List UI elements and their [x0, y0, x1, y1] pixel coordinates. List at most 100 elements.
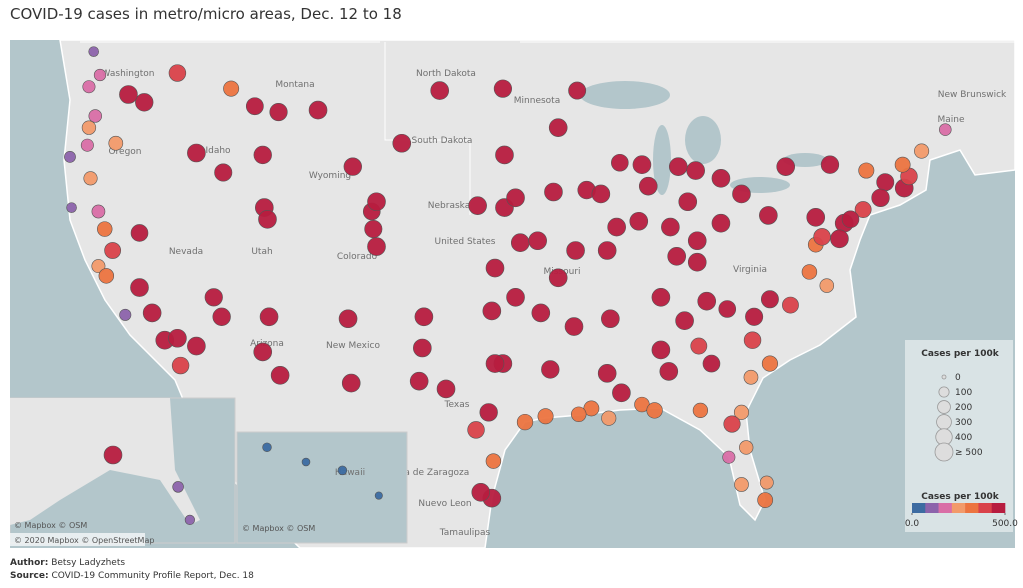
size-legend-label: 100 — [955, 388, 972, 398]
color-legend-swatch — [978, 503, 993, 513]
place-label: Wyoming — [309, 171, 351, 181]
size-legend-circle — [937, 400, 951, 414]
place-label: Utah — [251, 247, 272, 257]
point — [743, 369, 759, 385]
point — [537, 408, 554, 425]
point — [485, 258, 505, 278]
point — [548, 118, 568, 137]
place-label: Nebraska — [428, 201, 470, 211]
point — [212, 307, 231, 326]
great-lakes — [580, 81, 827, 195]
point — [571, 406, 587, 423]
point — [782, 296, 799, 314]
point — [471, 482, 491, 502]
point — [541, 360, 560, 379]
author: Author: Betsy Ladyzhets — [10, 558, 125, 568]
point — [668, 157, 688, 176]
point — [686, 161, 705, 180]
point — [364, 220, 383, 239]
point — [806, 208, 826, 227]
color-legend-swatch — [925, 503, 939, 513]
point — [723, 415, 741, 433]
point — [646, 402, 663, 419]
point — [830, 229, 849, 249]
point — [678, 192, 698, 212]
color-legend-label: 500.0 — [992, 519, 1018, 529]
point — [495, 145, 514, 165]
point — [82, 80, 96, 94]
point — [819, 278, 835, 293]
point — [258, 210, 277, 229]
point — [392, 133, 412, 153]
point — [493, 79, 512, 98]
point — [759, 206, 778, 225]
point — [510, 233, 530, 252]
point — [675, 311, 694, 331]
point — [262, 442, 272, 453]
point — [871, 188, 890, 208]
point — [269, 102, 288, 122]
point — [638, 176, 658, 196]
point — [629, 211, 649, 231]
size-legend-circle — [938, 386, 950, 398]
point — [482, 301, 502, 321]
point — [820, 155, 840, 174]
place-label: Texas — [444, 400, 470, 410]
attribution: © 2020 Mapbox © OpenStreetMap — [14, 536, 154, 545]
point — [760, 290, 779, 309]
point — [409, 371, 429, 391]
point — [667, 247, 687, 266]
point — [104, 242, 122, 259]
point — [80, 138, 94, 152]
point — [341, 373, 361, 393]
size-legend-label: 400 — [955, 433, 972, 443]
point — [83, 171, 98, 186]
point — [506, 188, 525, 208]
point — [91, 259, 106, 274]
point — [612, 383, 631, 403]
color-legend-swatch — [965, 503, 979, 513]
point — [245, 97, 264, 116]
point — [468, 196, 487, 215]
size-legend-label: 300 — [955, 418, 972, 428]
color-legend-swatch — [938, 503, 953, 513]
color-legend-swatch — [951, 503, 966, 513]
place-label: Hawaii — [335, 468, 365, 478]
point — [119, 308, 132, 321]
point — [97, 221, 113, 237]
point — [711, 169, 731, 188]
point — [414, 307, 434, 327]
point — [601, 309, 620, 329]
place-label: Virginia — [733, 265, 767, 275]
alaska-inset: © Mapbox © OSM — [10, 397, 236, 544]
point — [659, 362, 679, 381]
point — [661, 217, 680, 237]
point — [270, 365, 290, 385]
size-legend-circle — [934, 442, 954, 462]
point — [413, 338, 432, 358]
place-label: Washington — [102, 69, 155, 79]
place-label: Tamaulipas — [439, 528, 491, 538]
point — [651, 287, 671, 307]
point — [66, 202, 77, 213]
point — [854, 201, 872, 218]
point — [184, 514, 195, 526]
point — [697, 291, 717, 311]
point — [88, 46, 99, 57]
color-legend-title: Cases per 100k — [921, 492, 1000, 502]
place-label: North Dakota — [416, 69, 476, 79]
point — [91, 204, 106, 219]
point — [722, 450, 736, 464]
point — [130, 278, 149, 297]
point — [611, 153, 629, 172]
point — [841, 210, 860, 229]
point — [436, 379, 456, 399]
point — [597, 364, 617, 383]
point — [687, 231, 707, 251]
point — [702, 354, 721, 373]
point — [142, 303, 162, 323]
point — [119, 85, 138, 104]
point — [81, 120, 97, 135]
point — [692, 402, 709, 419]
color-legend-swatch — [991, 503, 1006, 513]
